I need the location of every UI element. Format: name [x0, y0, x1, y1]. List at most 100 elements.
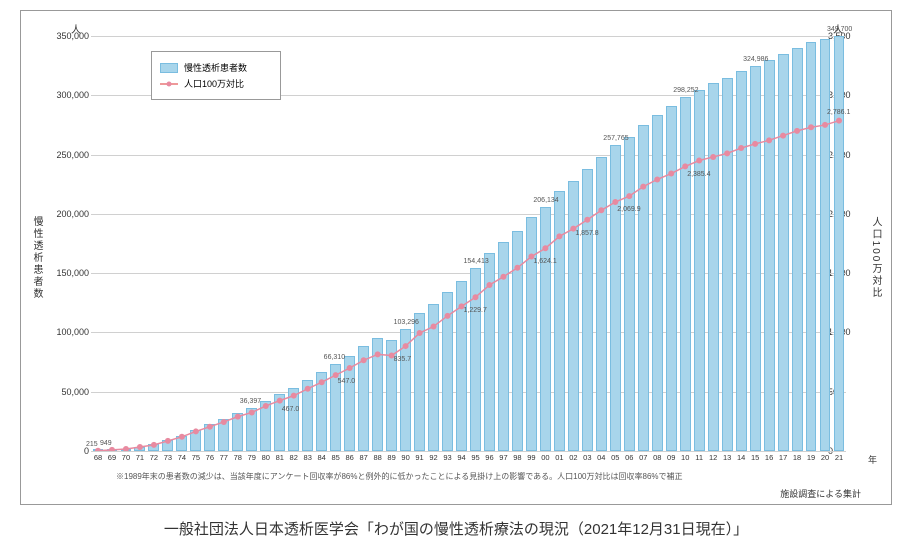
x-tick: 92 [429, 453, 437, 462]
x-tick: 14 [737, 453, 745, 462]
x-tick: 95 [471, 453, 479, 462]
bar [414, 313, 425, 451]
x-tick: 70 [122, 453, 130, 462]
x-tick: 85 [332, 453, 340, 462]
x-tick: 01 [555, 453, 563, 462]
legend-item: 人口100万対比 [160, 77, 272, 90]
bar [540, 207, 551, 451]
x-tick: 16 [765, 453, 773, 462]
x-tick: 86 [345, 453, 353, 462]
x-tick: 89 [387, 453, 395, 462]
x-tick: 08 [653, 453, 661, 462]
x-tick: 09 [667, 453, 675, 462]
bar [750, 66, 761, 451]
x-tick: 20 [821, 453, 829, 462]
y-left-tick: 50,000 [49, 387, 89, 397]
bar [638, 125, 649, 451]
x-tick: 03 [583, 453, 591, 462]
y-left-tick: 0 [49, 446, 89, 456]
data-label: 1,624.1 [533, 258, 556, 265]
left-axis-label: 慢性透析患者数 [29, 216, 44, 300]
source-caption: 一般社団法人日本透析医学会「わが国の慢性透析療法の現況（2021年12月31日現… [0, 518, 912, 539]
x-tick: 21 [835, 453, 843, 462]
bar [484, 253, 495, 451]
bar [344, 356, 355, 452]
bar [204, 424, 215, 451]
data-label: 1,857.8 [575, 230, 598, 237]
bar [288, 388, 299, 451]
bar [330, 364, 341, 451]
x-tick: 94 [457, 453, 465, 462]
x-tick: 02 [569, 453, 577, 462]
bar [260, 401, 271, 451]
x-tick: 84 [318, 453, 326, 462]
bar [694, 90, 705, 451]
x-tick: 93 [443, 453, 451, 462]
legend-label: 慢性透析患者数 [184, 61, 247, 74]
data-label: 949 [100, 440, 112, 447]
x-tick: 83 [304, 453, 312, 462]
x-tick: 73 [164, 453, 172, 462]
bar [498, 242, 509, 451]
bar [736, 71, 747, 451]
x-tick: 82 [290, 453, 298, 462]
x-tick: 90 [401, 453, 409, 462]
bar [232, 413, 243, 451]
bar [134, 447, 145, 451]
bar [148, 444, 159, 451]
bar [666, 106, 677, 451]
bar [610, 145, 621, 451]
y-left-tick: 200,000 [49, 209, 89, 219]
data-label: 154,413 [463, 258, 488, 265]
y-left-tick: 150,000 [49, 268, 89, 278]
x-tick: 12 [709, 453, 717, 462]
data-label: 349,700 [827, 26, 852, 33]
x-tick: 88 [373, 453, 381, 462]
data-label: 2,385.4 [687, 171, 710, 178]
x-tick: 87 [359, 453, 367, 462]
bar [218, 419, 229, 451]
chart-frame: 人 人 慢性透析患者数 人口100万対比 050,000100,000150,0… [20, 10, 892, 505]
x-tick: 00 [541, 453, 549, 462]
x-tick: 74 [178, 453, 186, 462]
x-tick: 97 [499, 453, 507, 462]
bar [624, 137, 635, 451]
x-tick: 07 [639, 453, 647, 462]
x-tick: 19 [807, 453, 815, 462]
data-label: 66,310 [324, 354, 345, 361]
bar [470, 268, 481, 451]
x-tick: 06 [625, 453, 633, 462]
y-axis-left: 050,000100,000150,000200,000250,000300,0… [49, 36, 89, 451]
x-tick: 72 [150, 453, 158, 462]
footnote-2: 施設調査による集計 [780, 487, 861, 500]
data-label: 467.0 [282, 406, 300, 413]
y-left-tick: 250,000 [49, 150, 89, 160]
x-tick: 98 [513, 453, 521, 462]
x-tick: 96 [485, 453, 493, 462]
bar [358, 346, 369, 451]
y-left-tick: 350,000 [49, 31, 89, 41]
bar [554, 191, 565, 451]
data-label: 36,397 [240, 398, 261, 405]
x-tick: 81 [276, 453, 284, 462]
x-tick: 99 [527, 453, 535, 462]
bar [526, 217, 537, 451]
x-tick: 69 [108, 453, 116, 462]
x-tick: 78 [234, 453, 242, 462]
y-left-tick: 300,000 [49, 90, 89, 100]
bar [316, 372, 327, 451]
x-tick: 15 [751, 453, 759, 462]
x-tick: 71 [136, 453, 144, 462]
x-axis-unit: 年 [868, 453, 877, 466]
bar [162, 440, 173, 451]
x-tick: 79 [248, 453, 256, 462]
bar [820, 39, 831, 451]
bar [442, 292, 453, 451]
x-tick: 18 [793, 453, 801, 462]
legend: 慢性透析患者数人口100万対比 [151, 51, 281, 100]
bar [722, 78, 733, 451]
data-label: 1,229.7 [463, 307, 486, 314]
bar [428, 304, 439, 451]
x-axis: 6869707172737475767778798081828384858687… [91, 453, 846, 467]
bar [582, 169, 593, 451]
